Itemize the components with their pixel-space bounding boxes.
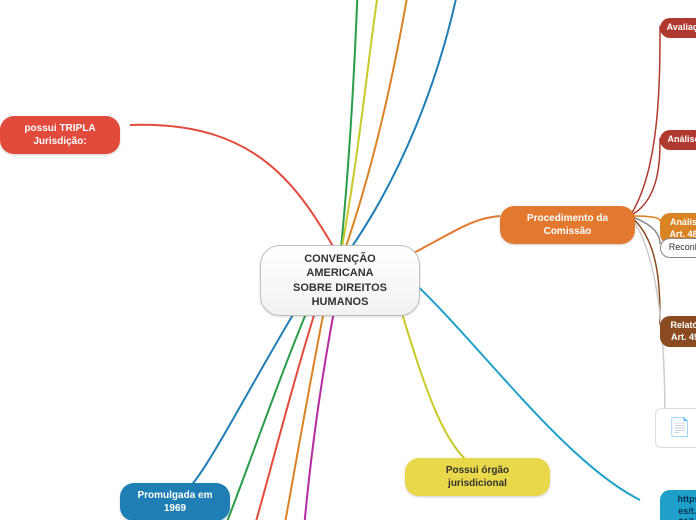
node-reconhec-label: Reconheci bbox=[669, 242, 696, 254]
node-promulgada-1969[interactable]: Promulgada em 1969 bbox=[120, 483, 230, 520]
node-tripla-jurisdicao[interactable]: possui TRIPLA Jurisdição: bbox=[0, 116, 120, 154]
node-procedimento-comissao[interactable]: Procedimento da Comissão bbox=[500, 206, 635, 244]
center-node[interactable]: CONVENÇÃO AMERICANA SOBRE DIREITOS HUMAN… bbox=[260, 245, 420, 316]
node-orgao-jurisdicional[interactable]: Possui órgão jurisdicional bbox=[405, 458, 550, 496]
node-orgao-label: Possui órgão jurisdicional bbox=[415, 464, 540, 490]
node-https-label: https: es/t.h 017.n bbox=[678, 494, 696, 520]
node-relatorio-label: Relatório Art. 49, 5 bbox=[670, 320, 696, 343]
node-promulgada-label: Promulgada em 1969 bbox=[137, 489, 212, 515]
node-https[interactable]: https: es/t.h 017.n bbox=[660, 490, 696, 520]
doc-icon: 📄 bbox=[669, 416, 691, 439]
mindmap-canvas: CONVENÇÃO AMERICANA SOBRE DIREITOS HUMAN… bbox=[0, 0, 696, 520]
node-procedimento-label: Procedimento da Comissão bbox=[510, 212, 625, 238]
node-relatorio[interactable]: Relatório Art. 49, 5 bbox=[660, 316, 696, 347]
node-analise-de[interactable]: Análise de bbox=[660, 130, 696, 150]
node-analise-art48-label: Análise d Art. 48 da bbox=[669, 217, 696, 240]
node-analise-de-label: Análise de bbox=[667, 134, 696, 146]
node-avaliacao-label: Avaliação I bbox=[667, 22, 696, 34]
node-tripla-label: possui TRIPLA Jurisdição: bbox=[8, 122, 112, 148]
center-node-label: CONVENÇÃO AMERICANA SOBRE DIREITOS HUMAN… bbox=[271, 252, 409, 309]
node-avaliacao[interactable]: Avaliação I bbox=[660, 18, 696, 38]
node-reconhec[interactable]: Reconheci bbox=[660, 238, 696, 258]
node-doc-icon[interactable]: 📄 bbox=[655, 408, 696, 448]
